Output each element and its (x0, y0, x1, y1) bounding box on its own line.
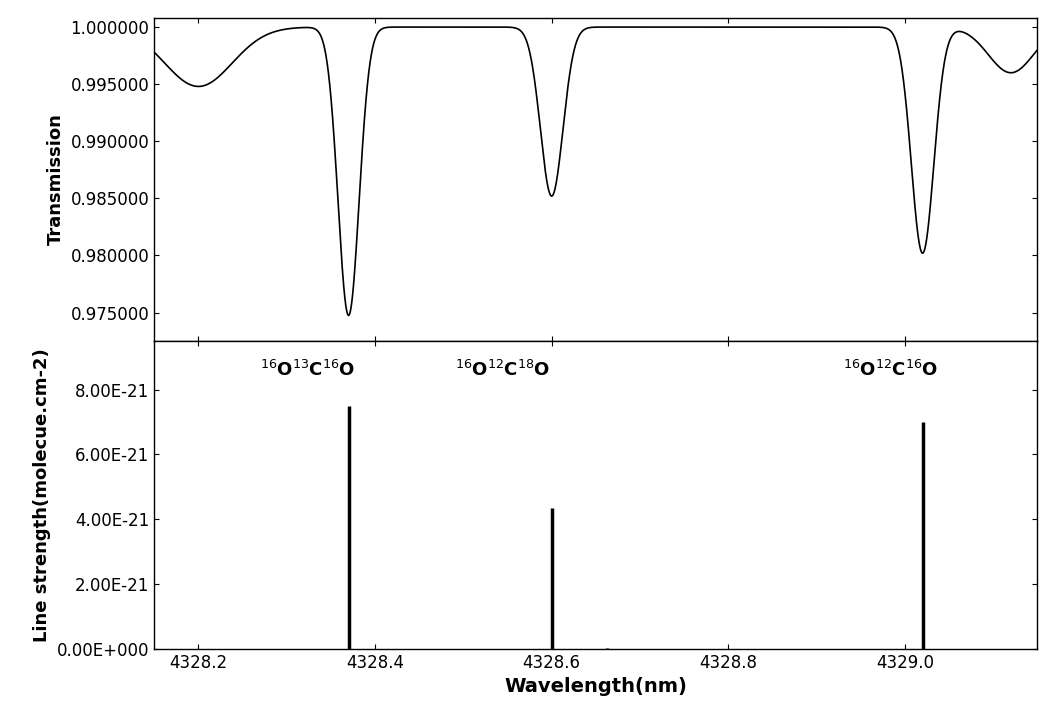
X-axis label: Wavelength(nm): Wavelength(nm) (504, 678, 687, 696)
Text: $^{16}$O$^{12}$C$^{16}$O: $^{16}$O$^{12}$C$^{16}$O (843, 360, 938, 380)
Text: $^{16}$O$^{12}$C$^{18}$O: $^{16}$O$^{12}$C$^{18}$O (454, 360, 549, 380)
Y-axis label: Transmission: Transmission (47, 113, 65, 245)
Y-axis label: Line strength(molecue.cm-2): Line strength(molecue.cm-2) (33, 348, 51, 642)
Text: $^{16}$O$^{13}$C$^{16}$O: $^{16}$O$^{13}$C$^{16}$O (261, 360, 355, 380)
